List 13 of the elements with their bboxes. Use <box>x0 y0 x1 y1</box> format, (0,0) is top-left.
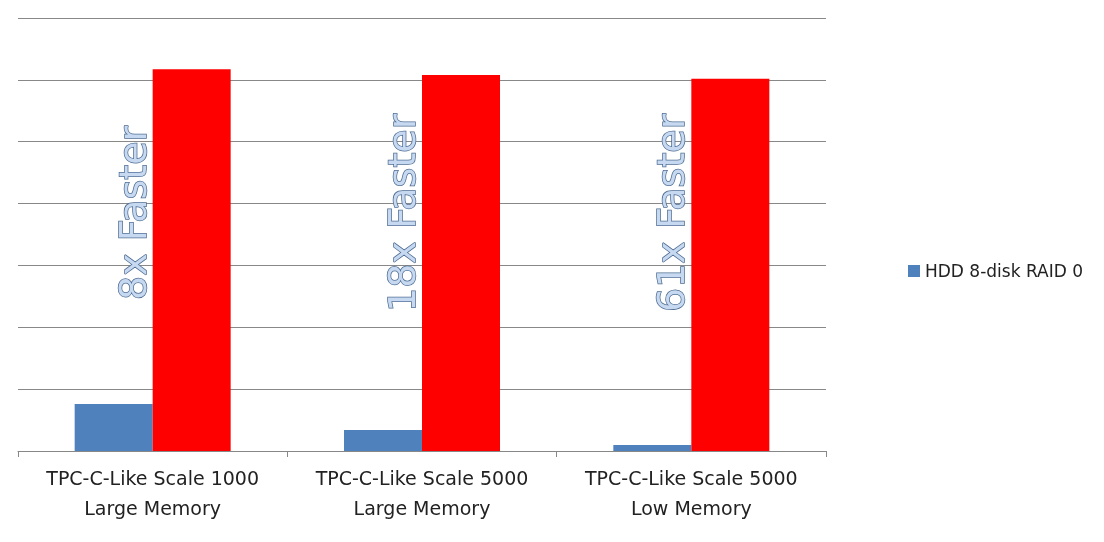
bar <box>74 404 153 451</box>
x-tick-label: TPC-C-Like Scale 5000 Low Memory <box>583 467 798 519</box>
annotation: 8x Faster <box>110 125 155 300</box>
bar <box>422 74 500 451</box>
x-tick-label: TPC-C-Like Scale 5000 Large Memory <box>314 467 529 519</box>
bar <box>613 444 692 451</box>
annotation: 18x Faster <box>380 113 424 312</box>
bar <box>344 430 422 451</box>
bar <box>691 78 770 451</box>
x-tick-label: TPC-C-Like Scale 1000 Large Memory <box>45 467 260 519</box>
annotation: 61x Faster <box>649 113 694 312</box>
legend-label: HDD 8-disk RAID 0 <box>924 261 1083 281</box>
bar <box>152 69 231 451</box>
